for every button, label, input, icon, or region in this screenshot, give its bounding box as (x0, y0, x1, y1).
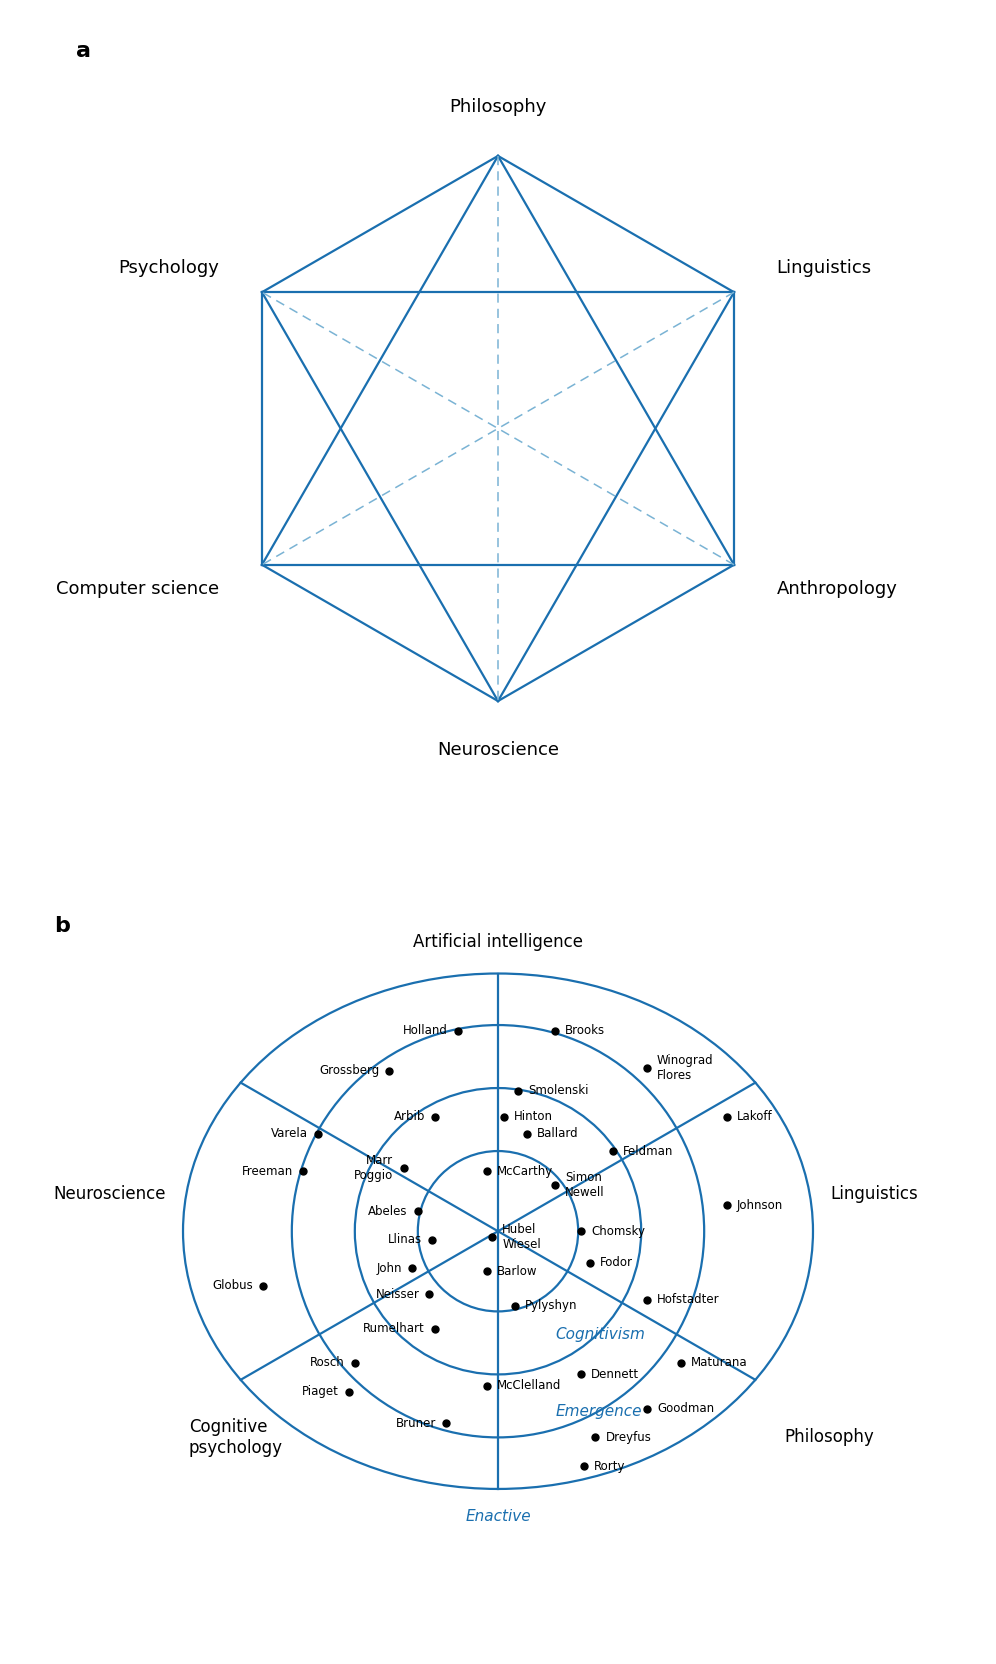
Text: Neuroscience: Neuroscience (54, 1185, 166, 1203)
Text: Feldman: Feldman (622, 1145, 673, 1158)
Text: Abeles: Abeles (369, 1205, 407, 1218)
Text: Computer science: Computer science (57, 581, 219, 599)
Text: Brooks: Brooks (566, 1025, 606, 1037)
Text: Rumelhart: Rumelhart (364, 1323, 425, 1335)
Text: Dreyfus: Dreyfus (606, 1431, 651, 1444)
Text: Anthropology: Anthropology (777, 581, 897, 599)
Text: Hubel
Wiesel: Hubel Wiesel (502, 1223, 541, 1251)
Text: Artificial intelligence: Artificial intelligence (413, 932, 583, 950)
Text: Arbib: Arbib (393, 1110, 425, 1123)
Text: Psychology: Psychology (119, 258, 219, 276)
Text: Enactive: Enactive (465, 1509, 531, 1524)
Text: Smolenski: Smolenski (528, 1085, 589, 1098)
Text: Emergence: Emergence (556, 1404, 641, 1419)
Text: a: a (76, 42, 91, 62)
Text: Cognitivism: Cognitivism (556, 1326, 645, 1341)
Text: Dennett: Dennett (591, 1368, 639, 1381)
Text: Piaget: Piaget (302, 1384, 339, 1398)
Text: Hofstadter: Hofstadter (657, 1293, 719, 1306)
Text: Grossberg: Grossberg (319, 1065, 379, 1077)
Text: Holland: Holland (403, 1025, 448, 1037)
Text: Hinton: Hinton (514, 1110, 553, 1123)
Text: Bruner: Bruner (396, 1416, 436, 1429)
Text: Linguistics: Linguistics (777, 258, 872, 276)
Text: Freeman: Freeman (242, 1165, 293, 1178)
Text: Simon
Newell: Simon Newell (566, 1171, 605, 1200)
Text: Rorty: Rorty (594, 1459, 625, 1473)
Text: Fodor: Fodor (600, 1256, 632, 1270)
Text: Linguistics: Linguistics (831, 1185, 918, 1203)
Text: John: John (376, 1261, 402, 1275)
Text: Rosch: Rosch (310, 1356, 345, 1369)
Text: Barlow: Barlow (497, 1265, 537, 1278)
Text: Winograd
Flores: Winograd Flores (657, 1053, 713, 1082)
Text: Cognitive
psychology: Cognitive psychology (189, 1418, 283, 1456)
Text: Marr
Poggio: Marr Poggio (355, 1155, 393, 1181)
Text: McClelland: McClelland (497, 1379, 561, 1393)
Text: Lakoff: Lakoff (737, 1110, 773, 1123)
Text: Pylyshyn: Pylyshyn (525, 1300, 578, 1313)
Text: Ballard: Ballard (537, 1128, 579, 1140)
Text: Philosophy: Philosophy (785, 1428, 874, 1446)
Text: Varela: Varela (271, 1128, 308, 1140)
Text: Philosophy: Philosophy (449, 98, 547, 116)
Text: Neisser: Neisser (375, 1288, 419, 1301)
Text: Llinas: Llinas (388, 1233, 422, 1246)
Text: b: b (54, 917, 70, 937)
Text: Neuroscience: Neuroscience (437, 740, 559, 759)
Text: McCarthy: McCarthy (497, 1165, 553, 1178)
Text: Maturana: Maturana (691, 1356, 748, 1369)
Text: Globus: Globus (212, 1280, 253, 1293)
Text: Goodman: Goodman (657, 1403, 714, 1416)
Text: Johnson: Johnson (737, 1200, 783, 1211)
Text: Chomsky: Chomsky (591, 1225, 645, 1238)
